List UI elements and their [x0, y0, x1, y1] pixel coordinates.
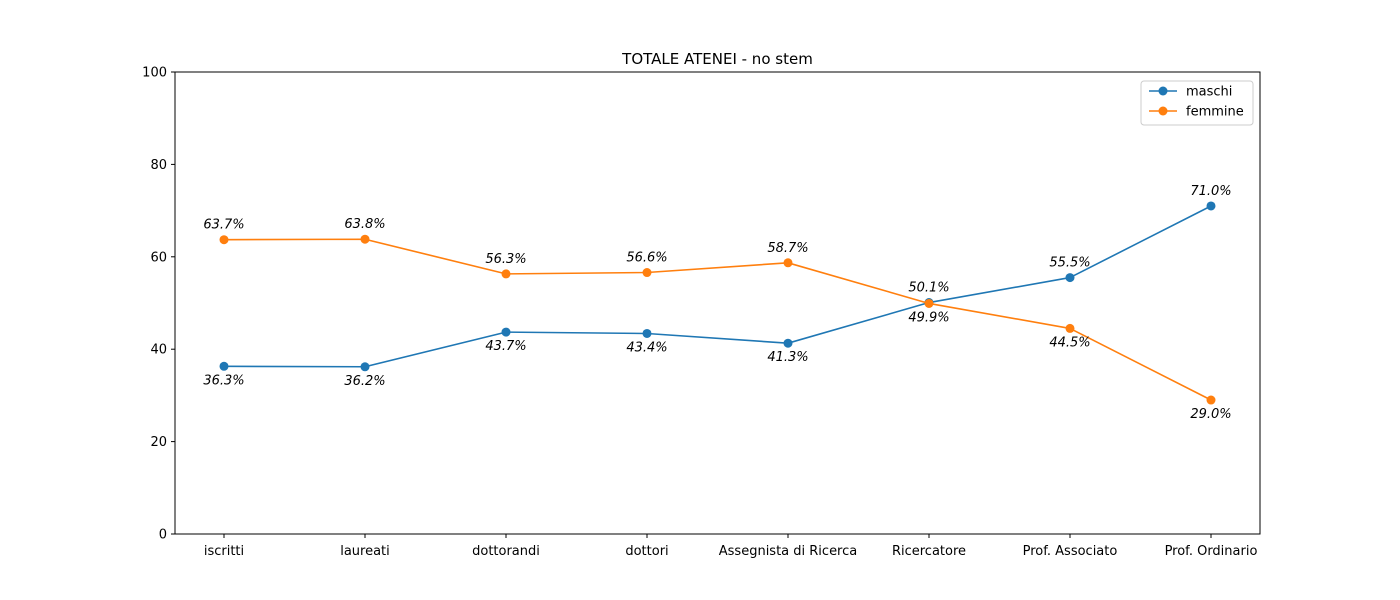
data-label-femmine: 63.7% — [203, 218, 244, 233]
x-tick-label: dottorandi — [472, 544, 540, 559]
x-tick-label: dottori — [625, 544, 668, 559]
x-tick-label: laureati — [340, 544, 390, 559]
data-label-maschi: 71.0% — [1190, 184, 1231, 199]
data-point-femmine — [1065, 323, 1075, 333]
y-tick-label: 20 — [150, 435, 167, 450]
legend-marker-femmine — [1158, 106, 1168, 116]
plot-area: 0 20 40 60 80 100 iscritti laureati dottorandi do… — [142, 66, 1257, 560]
data-label-maschi: 41.3% — [767, 350, 808, 365]
data-label-femmine: 56.3% — [485, 252, 526, 267]
data-label-femmine: 29.0% — [1190, 407, 1231, 422]
data-label-femmine: 44.5% — [1049, 335, 1090, 350]
data-label-femmine: 49.9% — [908, 310, 949, 325]
data-point-maschi — [1065, 273, 1075, 283]
data-label-maschi: 55.5% — [1049, 256, 1090, 271]
data-point-maschi — [642, 328, 652, 338]
x-tick-label: Assegnista di Ricerca — [719, 544, 857, 559]
legend-label-femmine: femmine — [1186, 105, 1244, 120]
legend-box — [1140, 80, 1254, 126]
data-label-maschi: 43.7% — [485, 339, 526, 354]
plot-frame — [174, 71, 1261, 535]
data-point-maschi — [219, 361, 229, 371]
data-label-maschi: 36.3% — [203, 373, 244, 388]
y-tick-label: 80 — [150, 158, 167, 173]
x-tick-label: Prof. Ordinario — [1165, 544, 1258, 559]
data-label-femmine: 63.8% — [344, 217, 385, 232]
data-point-maschi — [501, 327, 511, 337]
series-line-maschi — [223, 205, 1212, 368]
legend: maschi femmine — [1140, 80, 1254, 126]
data-label-maschi: 50.1% — [908, 281, 949, 296]
x-tick-label: Ricercatore — [892, 544, 966, 559]
y-tick-label: 0 — [159, 528, 167, 543]
y-tick-label: 40 — [150, 343, 167, 358]
data-point-femmine — [219, 235, 229, 245]
legend-label-maschi: maschi — [1186, 85, 1232, 100]
data-point-femmine — [642, 268, 652, 278]
data-point-femmine — [1206, 395, 1216, 405]
x-tick-label: Prof. Associato — [1023, 544, 1118, 559]
data-label-femmine: 58.7% — [767, 241, 808, 256]
y-tick-label: 60 — [150, 250, 167, 265]
chart-title: TOTALE ATENEI - no stem — [621, 50, 813, 68]
data-point-femmine — [924, 298, 934, 308]
data-point-femmine — [360, 234, 370, 244]
x-tick-label: iscritti — [204, 544, 244, 559]
data-point-femmine — [501, 269, 511, 279]
data-point-maschi — [783, 338, 793, 348]
data-point-maschi — [1206, 201, 1216, 211]
y-tick-label: 100 — [142, 66, 167, 81]
data-point-maschi — [360, 362, 370, 372]
data-label-femmine: 56.6% — [626, 251, 667, 266]
legend-marker-maschi — [1158, 86, 1168, 96]
data-label-maschi: 43.4% — [626, 340, 667, 355]
data-point-femmine — [783, 258, 793, 268]
data-label-maschi: 36.2% — [344, 374, 385, 389]
series-line-femmine — [223, 238, 1212, 401]
